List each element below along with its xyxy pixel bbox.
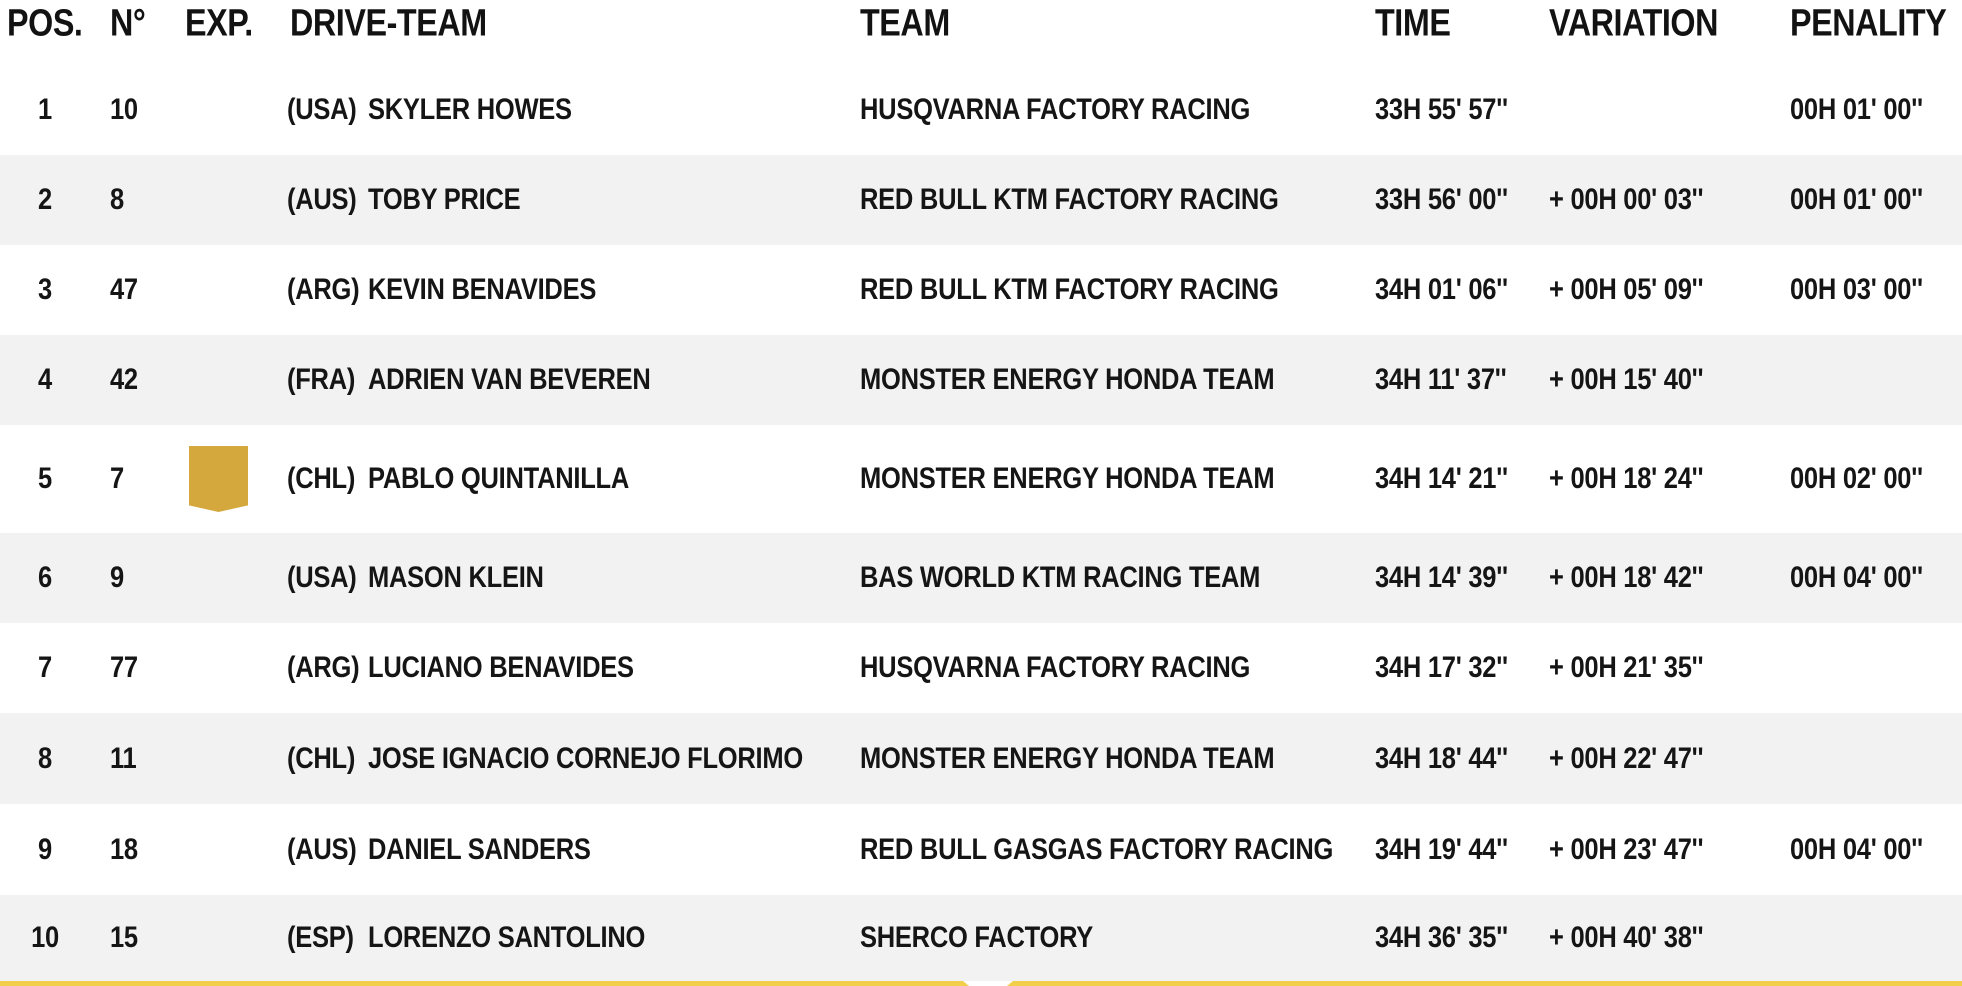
- country-cell: (ARG): [287, 651, 360, 684]
- time-cell: 34H 01' 06'': [1375, 273, 1508, 306]
- number-cell: 10: [110, 93, 138, 126]
- time-cell: 33H 55' 57'': [1375, 93, 1508, 126]
- team-cell: RED BULL KTM FACTORY RACING: [860, 273, 1279, 306]
- time-cell: 34H 36' 35'': [1375, 921, 1508, 954]
- team-cell: HUSQVARNA FACTORY RACING: [860, 651, 1251, 684]
- driver-cell: JOSE IGNACIO CORNEJO FLORIMO: [368, 741, 803, 775]
- variation-cell: + 00H 22' 47'': [1549, 741, 1704, 775]
- team-cell: SHERCO FACTORY: [860, 921, 1094, 954]
- table-row-1[interactable]: 1 10 (USA) SKYLER HOWES HUSQVARNA FACTOR…: [0, 65, 1962, 155]
- country-cell: (CHL): [287, 462, 356, 495]
- table-row-2[interactable]: 2 8 (AUS) TOBY PRICE RED BULL KTM FACTOR…: [0, 155, 1962, 245]
- driver-cell: ADRIEN VAN BEVEREN: [368, 363, 651, 396]
- position-cell: 1: [38, 93, 52, 126]
- driver-cell: LORENZO SANTOLINO: [368, 921, 646, 954]
- table-row-9[interactable]: 9 18 (AUS) DANIEL SANDERS RED BULL GASGA…: [0, 804, 1962, 895]
- position-cell: 4: [38, 363, 52, 396]
- position-cell: 2: [38, 183, 52, 216]
- driver-cell: TOBY PRICE: [368, 183, 521, 216]
- exp-gold-pennant-badge-icon: [189, 446, 248, 512]
- variation-cell: + 00H 40' 38'': [1549, 921, 1704, 954]
- position-cell: 10: [31, 921, 59, 954]
- table-row-6[interactable]: 6 9 (USA) MASON KLEIN BAS WORLD KTM RACI…: [0, 533, 1962, 623]
- penalty-cell: 00H 04' 00'': [1790, 561, 1923, 594]
- time-cell: 34H 19' 44'': [1375, 832, 1508, 866]
- variation-cell: + 00H 00' 03'': [1549, 183, 1704, 216]
- table-row-8[interactable]: 8 11 (CHL) JOSE IGNACIO CORNEJO FLORIMO …: [0, 713, 1962, 804]
- time-cell: 34H 14' 21'': [1375, 462, 1508, 495]
- team-cell: MONSTER ENERGY HONDA TEAM: [860, 741, 1275, 775]
- penalty-cell: 00H 04' 00'': [1790, 832, 1923, 866]
- table-row-5[interactable]: 5 7 (CHL) PABLO QUINTANILLA MONSTER ENER…: [0, 425, 1962, 533]
- team-cell: MONSTER ENERGY HONDA TEAM: [860, 462, 1275, 495]
- number-cell: 11: [110, 741, 137, 775]
- position-cell: 9: [38, 832, 52, 866]
- country-cell: (USA): [287, 93, 357, 126]
- position-cell: 8: [38, 741, 52, 775]
- number-cell: 9: [110, 561, 124, 594]
- team-cell: BAS WORLD KTM RACING TEAM: [860, 561, 1261, 594]
- number-cell: 7: [110, 462, 124, 495]
- driver-cell: SKYLER HOWES: [368, 93, 572, 126]
- driver-cell: LUCIANO BENAVIDES: [368, 651, 634, 684]
- column-header-pos: POS.: [7, 2, 83, 45]
- number-cell: 77: [110, 651, 138, 684]
- variation-cell: + 00H 05' 09'': [1549, 273, 1704, 306]
- country-cell: (AUS): [287, 832, 357, 866]
- position-cell: 6: [38, 561, 52, 594]
- team-cell: MONSTER ENERGY HONDA TEAM: [860, 363, 1275, 396]
- variation-cell: + 00H 21' 35'': [1549, 651, 1704, 684]
- number-cell: 47: [110, 273, 138, 306]
- country-cell: (ESP): [287, 921, 354, 954]
- team-cell: HUSQVARNA FACTORY RACING: [860, 93, 1251, 126]
- country-cell: (ARG): [287, 273, 360, 306]
- driver-cell: MASON KLEIN: [368, 561, 544, 594]
- penalty-cell: 00H 02' 00'': [1790, 462, 1923, 495]
- variation-cell: + 00H 15' 40'': [1549, 363, 1704, 396]
- table-row-7[interactable]: 7 77 (ARG) LUCIANO BENAVIDES HUSQVARNA F…: [0, 623, 1962, 713]
- column-header-penality: PENALITY: [1790, 2, 1947, 45]
- number-cell: 15: [110, 921, 138, 954]
- team-cell: RED BULL GASGAS FACTORY RACING: [860, 832, 1334, 866]
- country-cell: (AUS): [287, 183, 357, 216]
- time-cell: 34H 17' 32'': [1375, 651, 1508, 684]
- variation-cell: + 00H 18' 42'': [1549, 561, 1704, 594]
- column-header-variation: VARIATION: [1549, 2, 1719, 45]
- column-header-team: TEAM: [860, 2, 950, 45]
- table-row-10[interactable]: 10 15 (ESP) LORENZO SANTOLINO SHERCO FAC…: [0, 895, 1962, 981]
- position-cell: 7: [38, 651, 52, 684]
- time-cell: 33H 56' 00'': [1375, 183, 1508, 216]
- column-header-time: TIME: [1375, 2, 1451, 45]
- penalty-cell: 00H 03' 00'': [1790, 273, 1923, 306]
- variation-cell: + 00H 23' 47'': [1549, 832, 1704, 866]
- column-header-drive-team: DRIVE-TEAM: [290, 2, 487, 45]
- time-cell: 34H 14' 39'': [1375, 561, 1508, 594]
- number-cell: 8: [110, 183, 124, 216]
- driver-cell: KEVIN BENAVIDES: [368, 273, 597, 306]
- driver-cell: DANIEL SANDERS: [368, 832, 591, 866]
- country-cell: (CHL): [287, 741, 356, 775]
- bottom-accent-bar: [0, 981, 1962, 986]
- position-cell: 5: [38, 462, 52, 495]
- driver-cell: PABLO QUINTANILLA: [368, 462, 630, 495]
- table-row-3[interactable]: 3 47 (ARG) KEVIN BENAVIDES RED BULL KTM …: [0, 245, 1962, 335]
- bottom-accent-bar-right-segment: [1007, 981, 1962, 986]
- column-header-exp: EXP.: [185, 2, 253, 45]
- penalty-cell: 00H 01' 00'': [1790, 93, 1923, 126]
- number-cell: 42: [110, 363, 138, 396]
- table-row-4[interactable]: 4 42 (FRA) ADRIEN VAN BEVEREN MONSTER EN…: [0, 335, 1962, 425]
- time-cell: 34H 11' 37'': [1375, 363, 1507, 396]
- column-header-number: N°: [110, 2, 146, 45]
- team-cell: RED BULL KTM FACTORY RACING: [860, 183, 1279, 216]
- country-cell: (USA): [287, 561, 357, 594]
- variation-cell: + 00H 18' 24'': [1549, 462, 1704, 495]
- table-header-row: POS. N° EXP. DRIVE-TEAM TEAM TIME VARIAT…: [0, 0, 1962, 65]
- country-cell: (FRA): [287, 363, 356, 396]
- bottom-accent-bar-left-segment: [0, 981, 969, 986]
- time-cell: 34H 18' 44'': [1375, 741, 1508, 775]
- penalty-cell: 00H 01' 00'': [1790, 183, 1923, 216]
- position-cell: 3: [38, 273, 52, 306]
- number-cell: 18: [110, 832, 138, 866]
